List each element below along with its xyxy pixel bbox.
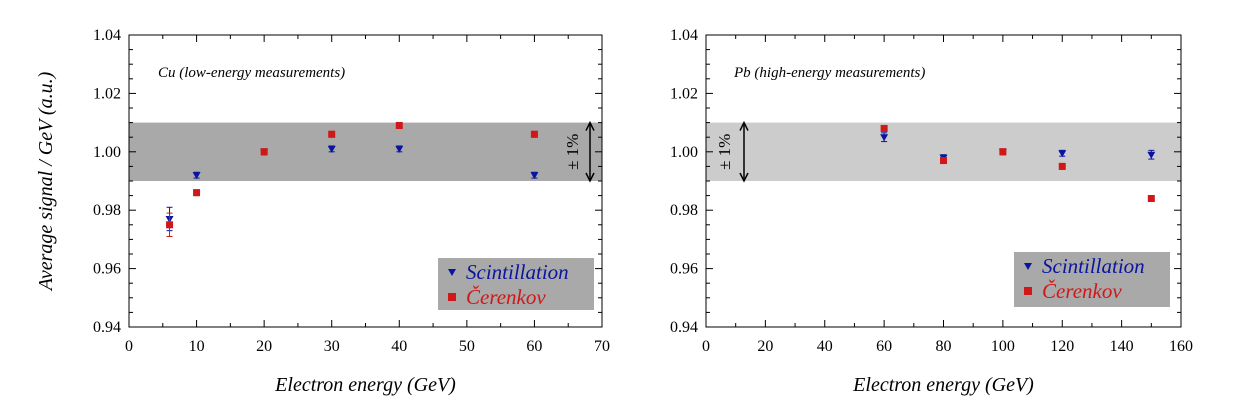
cu-scintillation-point [530,172,539,180]
pb-cerenkov-point [1058,162,1066,170]
chart-panel-cu: ± 1% 0 10 20 30 40 50 60 70 0.94 0.96 0.98 1.00 1.02 1… [35,27,610,396]
pb-legend-label: Scintillation [1042,254,1145,278]
cu-x-tick-label: 20 [256,338,272,355]
pb-x-tick-label: 120 [1050,338,1074,355]
cu-y-tick-label: 1.04 [93,27,121,44]
pb-cerenkov-point [880,124,888,132]
cu-cerenkov-point [166,221,174,229]
pb-legend-marker-scintillation [1024,263,1032,270]
pb-x-tick-label: 160 [1169,338,1193,355]
cu-x-tick-label: 50 [459,338,475,355]
pb-legend-label: Čerenkov [1042,279,1122,303]
pb-scintillation-point [880,134,889,142]
pb-cerenkov-point [940,157,947,165]
cu-legend-box [438,258,594,310]
cu-annotation: Cu (low-energy measurements) [158,65,345,81]
chart-panel-pb: ± 1% 0 20 40 60 80 100 120 140 160 0.94 0.96 0.98 1.0… [670,27,1193,396]
pb-x-tick-label: 20 [757,338,773,355]
cu-scintillation-point [395,145,404,153]
pb-scintillation-point [1058,150,1067,158]
cu-x-tick-label: 0 [125,338,133,355]
cu-x-tick-label: 60 [526,338,542,355]
pb-y-tick-label: 0.94 [670,319,698,336]
pb-cerenkov-point [999,148,1007,156]
cu-x-tick-label: 70 [594,338,610,355]
cu-cerenkov-point [530,130,538,138]
cu-cerenkov-point [328,130,336,138]
cu-legend-marker-scintillation [448,269,456,276]
cu-x-tick-label: 40 [391,338,407,355]
pb-scintillation-point [1147,151,1156,159]
pb-cerenkov-point [1147,195,1155,203]
cu-x-tick-label: 10 [189,338,205,355]
pb-band-arrow-head-down [739,172,749,183]
cu-legend-label: Čerenkov [466,285,546,309]
cu-y-tick-label: 1.02 [93,85,121,102]
cu-cerenkov-point [260,148,268,156]
cu-cerenkov-point [193,189,201,197]
pb-y-tick-label: 1.02 [670,85,698,102]
pb-x-tick-label: 140 [1110,338,1134,355]
pb-y-tick-label: 0.98 [670,202,698,219]
cu-scintillation-point [192,172,201,180]
cu-y-tick-label: 0.96 [93,261,121,278]
cu-band-arrow-head-down [585,172,595,183]
pb-x-tick-label: 100 [991,338,1015,355]
cu-scintillation-point [327,145,336,153]
pb-x-tick-label: 80 [936,338,952,355]
pb-x-tick-label: 0 [702,338,710,355]
cu-band [129,122,602,181]
cu-x-axis-title: Electron energy (GeV) [274,374,456,396]
pb-legend-box [1014,252,1170,307]
pb-band-arrow-head-up [739,120,749,131]
pb-band [706,122,1181,181]
cu-x-tick-label: 30 [324,338,340,355]
pb-legend-marker-cerenkov [1024,287,1032,295]
pb-y-tick-label: 1.04 [670,27,698,44]
cu-y-axis-title: Average signal / GeV (a.u.) [35,71,57,292]
pb-band-label: ± 1% [715,134,734,170]
cu-cerenkov-point [395,122,403,130]
cu-band-label: ± 1% [563,134,582,170]
pb-x-tick-label: 40 [817,338,833,355]
cu-legend-label: Scintillation [466,260,569,284]
cu-band-arrow-head-up [585,120,595,131]
cu-y-tick-label: 0.98 [93,202,121,219]
pb-y-tick-label: 1.00 [670,144,698,161]
pb-x-axis-title: Electron energy (GeV) [852,374,1034,396]
pb-x-tick-label: 60 [876,338,892,355]
pb-y-tick-label: 0.96 [670,261,698,278]
pb-annotation: Pb (high-energy measurements) [733,65,925,81]
cu-y-tick-label: 1.00 [93,144,121,161]
cu-y-tick-label: 0.94 [93,319,121,336]
cu-legend-marker-cerenkov [448,293,456,301]
